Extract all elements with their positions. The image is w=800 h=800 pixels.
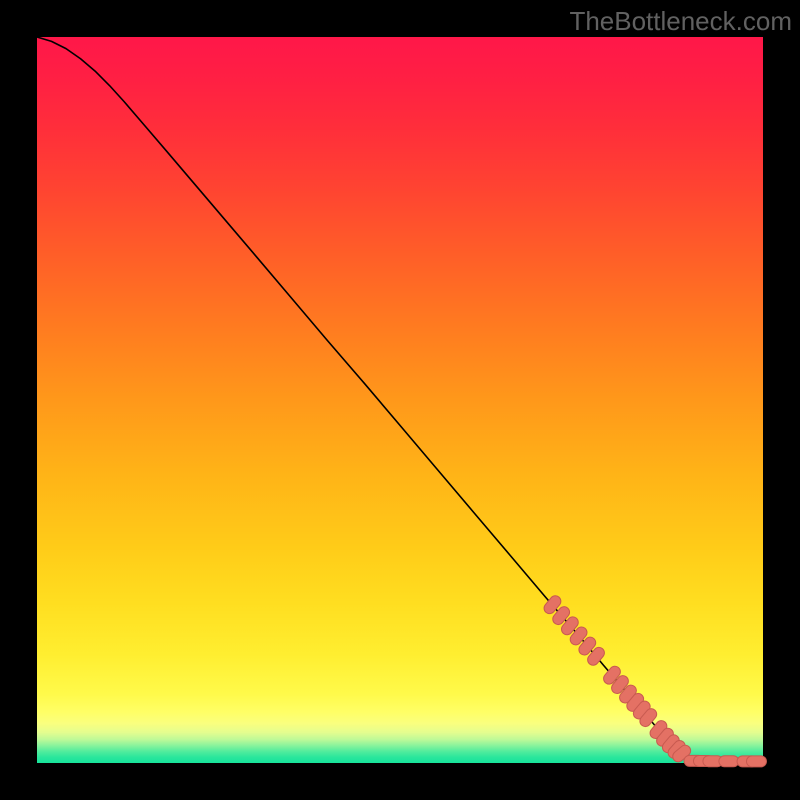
watermark-text: TheBottleneck.com [569, 6, 792, 37]
bottleneck-curve-chart [0, 0, 800, 800]
data-point-marker [719, 756, 739, 767]
plot-background-gradient [37, 37, 763, 763]
data-point-marker [746, 756, 766, 767]
